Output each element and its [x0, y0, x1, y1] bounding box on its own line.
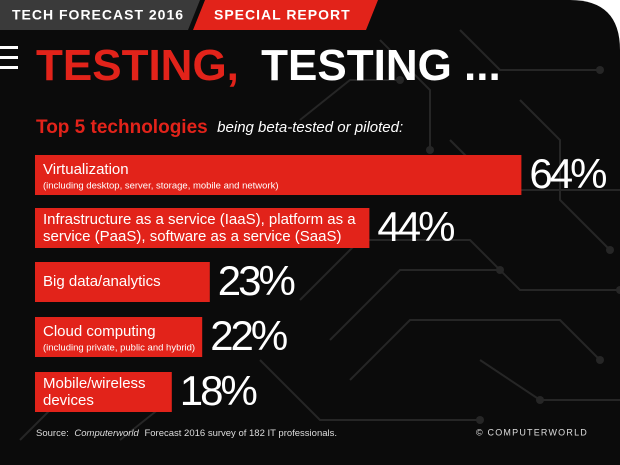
bar: [35, 155, 522, 195]
value-label: 18%: [180, 367, 257, 414]
bar: [35, 262, 210, 302]
chart-title: TESTING, TESTING ...: [36, 41, 501, 90]
source-prefix: Source:: [36, 428, 69, 439]
value-label: 44%: [377, 203, 454, 250]
category-label: devices: [43, 392, 94, 409]
bar: [35, 317, 203, 357]
category-label: Cloud computing: [43, 323, 156, 340]
value-label: 22%: [210, 312, 287, 359]
credit: © COMPUTERWORLD: [476, 427, 588, 437]
category-label: Virtualization: [43, 161, 129, 178]
section-label: TECH FORECAST 2016: [12, 7, 184, 23]
source-text: Forecast 2016 survey of 182 IT professio…: [144, 428, 337, 439]
source: Source: Computerworld Forecast 2016 surv…: [36, 428, 337, 439]
tag-label: SPECIAL REPORT: [214, 7, 351, 23]
value-label: 23%: [218, 257, 295, 304]
category-label: Big data/analytics: [43, 273, 161, 290]
bars: Virtualization (including desktop, server…: [35, 150, 609, 414]
section-band: [0, 0, 200, 30]
tag-band: [193, 0, 378, 30]
category-label: Infrastructure as a service (IaaS), plat…: [43, 211, 356, 228]
subtitle-rest: being beta-tested or piloted:: [217, 119, 403, 136]
title-second: TESTING ...: [261, 41, 501, 90]
title-first: TESTING,: [36, 41, 239, 90]
source-publication: Computerworld: [74, 428, 139, 439]
value-label: 64%: [529, 150, 606, 197]
category-note: (including private, public and hybrid): [43, 343, 195, 354]
category-label: Mobile/wireless: [43, 375, 146, 392]
subtitle-lead: Top 5 technologies: [36, 117, 208, 138]
bar: [35, 208, 370, 248]
category-note: (including desktop, server, storage, mob…: [43, 181, 279, 192]
chart-subtitle: Top 5 technologies being beta-tested or …: [36, 117, 403, 138]
menu-icon: [0, 46, 18, 69]
category-label: service (PaaS), software as a service (S…: [43, 228, 341, 245]
circuit-nodes: [396, 66, 620, 424]
bar: [35, 372, 172, 412]
